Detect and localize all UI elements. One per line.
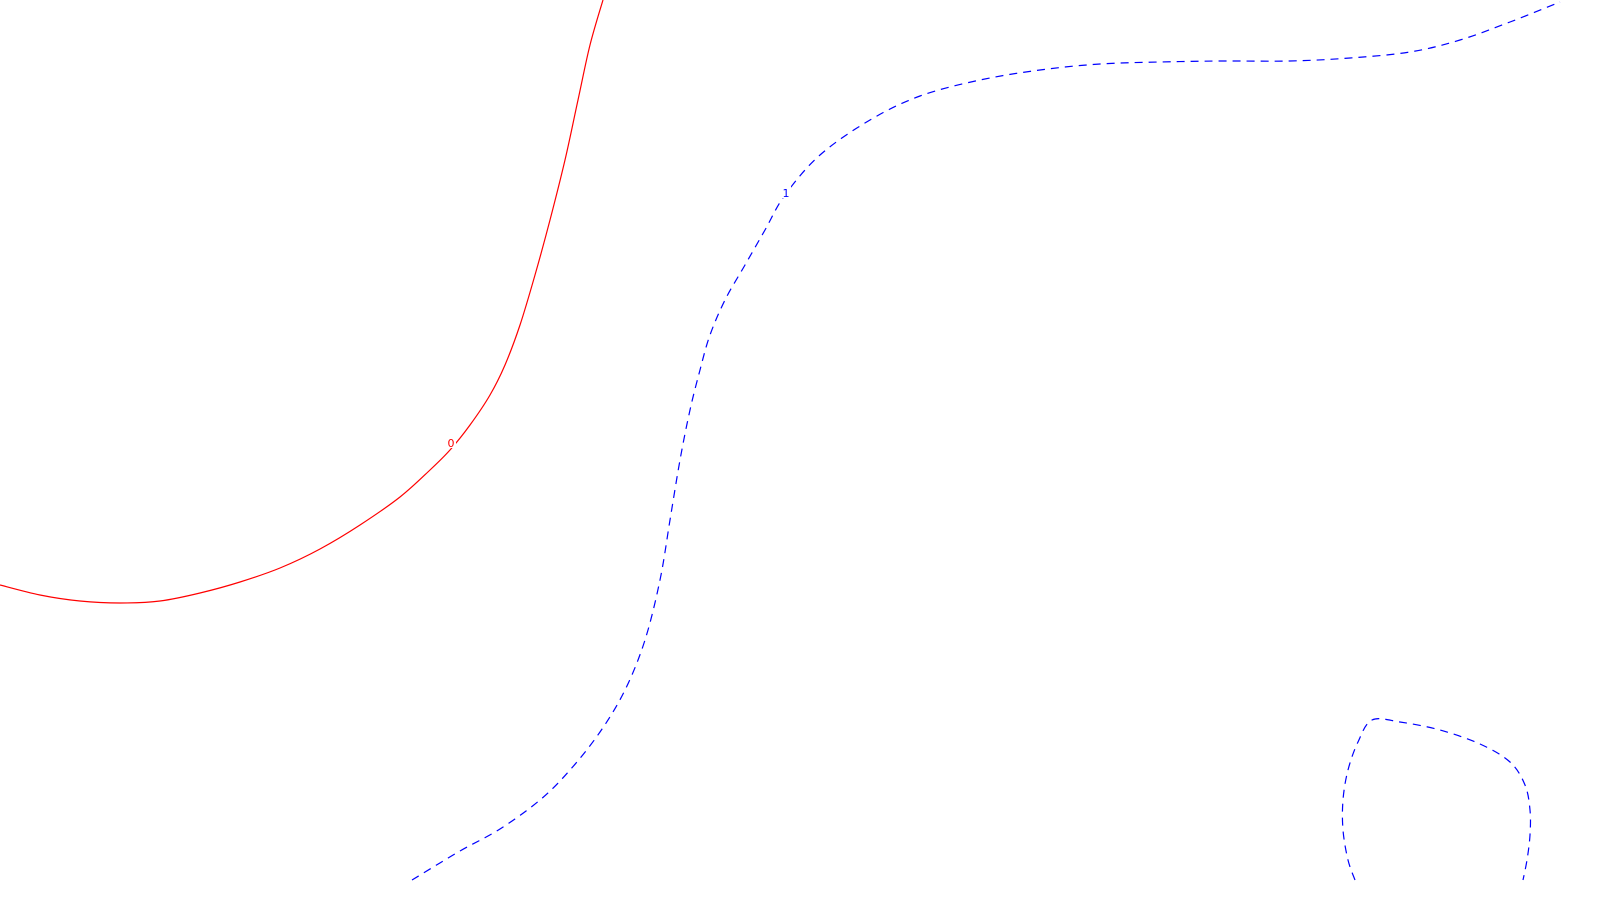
contour-label-background — [446, 436, 456, 448]
contour-label-1: 1 — [783, 187, 790, 200]
contour-line-level-1-segment-2 — [1341, 718, 1532, 881]
contour-label-background — [781, 186, 791, 198]
contour-labels: 01 — [446, 186, 791, 450]
contour-lines — [0, 0, 1561, 881]
contour-line-level-0-segment-1 — [0, 0, 604, 604]
contour-line-level-1-segment-1 — [411, 1, 1561, 881]
contour-label-0: 0 — [448, 437, 455, 450]
